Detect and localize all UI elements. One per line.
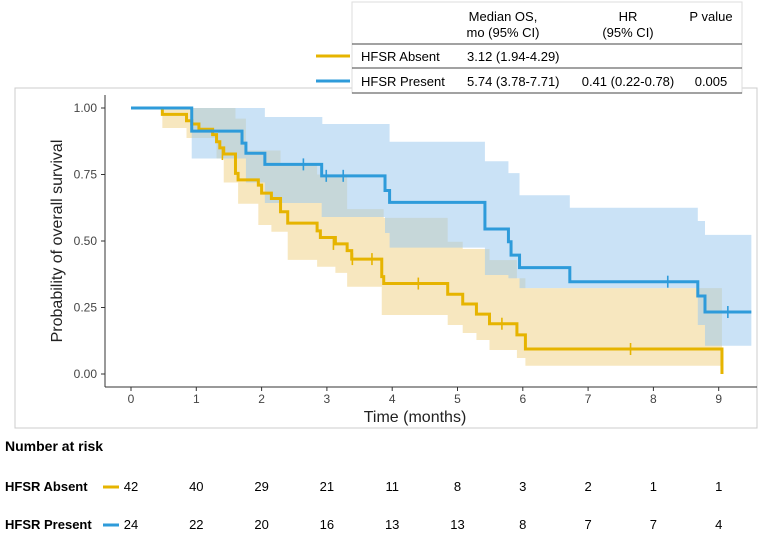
risk-count: 20 <box>254 517 268 532</box>
x-tick-label: 1 <box>193 392 200 406</box>
risk-table: Number at risk HFSR Absent HFSR Present … <box>5 438 722 532</box>
header-hr-ci: (95% CI) <box>602 25 653 40</box>
header-p: P value <box>689 9 732 24</box>
risk-group-label: HFSR Present <box>5 517 92 532</box>
risk-count: 8 <box>454 479 461 494</box>
legend-median: 3.12 (1.94-4.29) <box>467 49 560 64</box>
risk-table-title: Number at risk <box>5 438 103 454</box>
y-tick-label: 0.00 <box>74 367 98 381</box>
legend-table: Median OS, mo (95% CI) HR (95% CI) P val… <box>316 1 743 94</box>
risk-count: 4 <box>715 517 722 532</box>
risk-count: 2 <box>584 479 591 494</box>
risk-count: 42 <box>124 479 138 494</box>
survival-curve-0 <box>160 108 724 374</box>
risk-count: 24 <box>124 517 138 532</box>
risk-count: 1 <box>715 479 722 494</box>
legend-group: HFSR Present <box>361 74 445 89</box>
y-tick-label: 0.50 <box>74 234 98 248</box>
x-tick-label: 7 <box>585 392 592 406</box>
header-hr: HR <box>619 9 638 24</box>
x-tick-label: 3 <box>324 392 331 406</box>
risk-count: 7 <box>584 517 591 532</box>
x-tick-label: 0 <box>128 392 135 406</box>
risk-count: 16 <box>320 517 334 532</box>
risk-count: 1 <box>650 479 657 494</box>
x-tick-label: 4 <box>389 392 396 406</box>
header-median: Median OS, <box>469 9 538 24</box>
risk-count: 13 <box>450 517 464 532</box>
legend-median: 5.74 (3.78-7.71) <box>467 74 560 89</box>
y-tick-label: 0.75 <box>74 168 98 182</box>
x-tick-label: 8 <box>650 392 657 406</box>
legend-p: 0.005 <box>695 74 728 89</box>
y-tick-label: 1.00 <box>74 101 98 115</box>
risk-count: 40 <box>189 479 203 494</box>
risk-count: 13 <box>385 517 399 532</box>
risk-count: 29 <box>254 479 268 494</box>
risk-count: 11 <box>385 479 399 494</box>
ci-band-1 <box>191 108 752 346</box>
x-axis-label: Time (months) <box>364 409 467 426</box>
risk-count: 7 <box>650 517 657 532</box>
risk-group-label: HFSR Absent <box>5 479 88 494</box>
x-tick-label: 2 <box>258 392 265 406</box>
risk-count: 8 <box>519 517 526 532</box>
risk-count: 21 <box>320 479 334 494</box>
header-median-ci: mo (95% CI) <box>467 25 540 40</box>
x-tick-label: 6 <box>519 392 526 406</box>
y-tick-label: 0.25 <box>74 301 98 315</box>
legend-group: HFSR Absent <box>361 49 440 64</box>
risk-count: 22 <box>189 517 203 532</box>
x-tick-label: 5 <box>454 392 461 406</box>
x-tick-label: 9 <box>715 392 722 406</box>
legend-hr: 0.41 (0.22-0.78) <box>582 74 675 89</box>
risk-count: 3 <box>519 479 526 494</box>
survival-curve-1 <box>131 106 752 314</box>
y-axis-label: Probability of overall survival <box>49 140 66 343</box>
